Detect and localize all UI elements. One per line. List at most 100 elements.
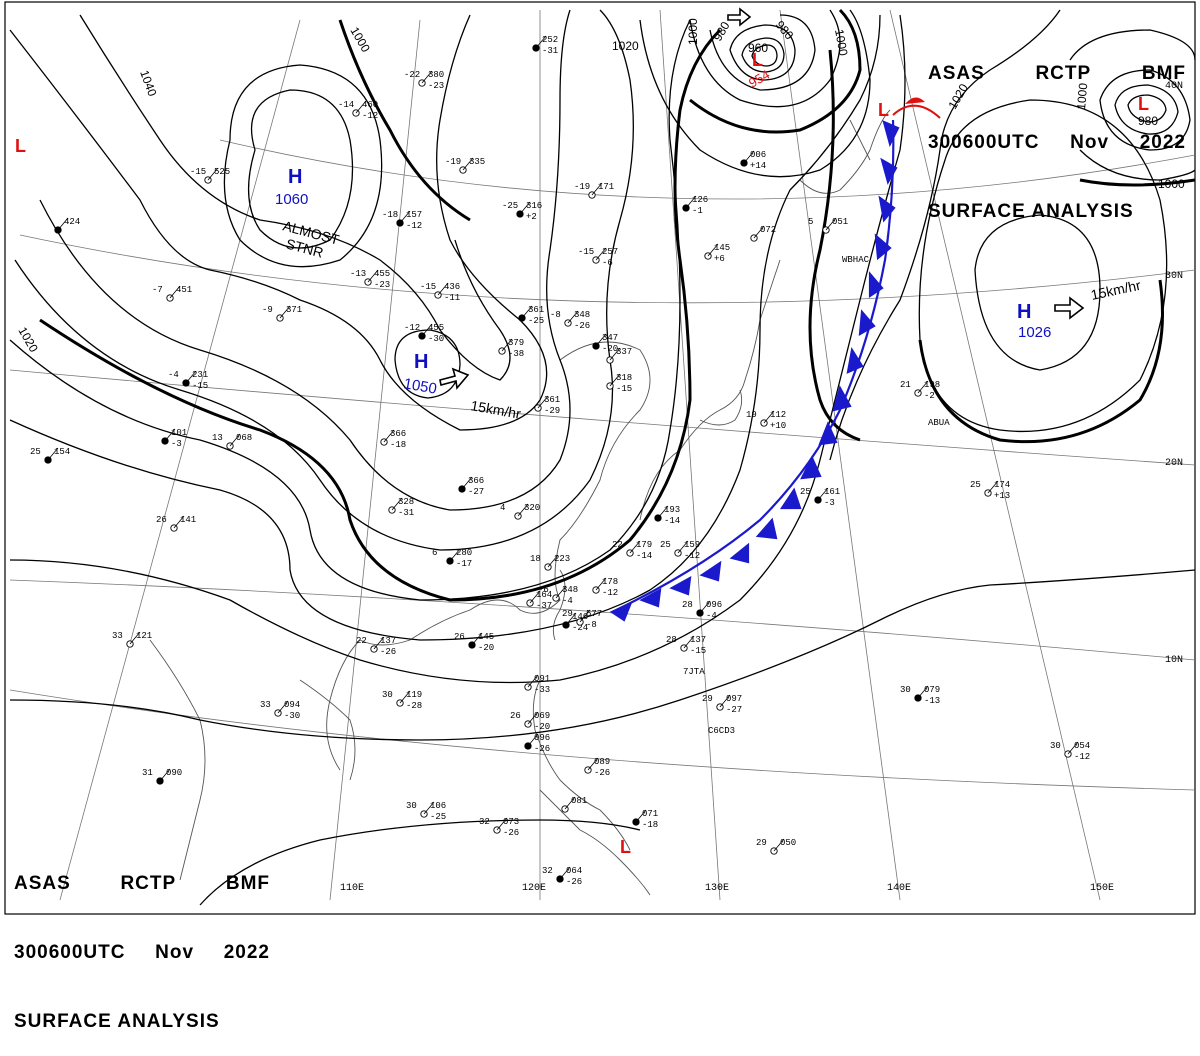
map-header-top-right: ASAS RCTP BMF 300600UTC Nov 2022 SURFACE… [928,16,1186,246]
wind-barb [399,690,411,704]
wind-barb [763,410,775,424]
station-pressure: 379 [508,338,524,348]
station-pressure: 081 [571,796,587,806]
wind-barb [609,347,621,361]
station-pressure: 050 [780,838,796,848]
high-symbol: H [414,351,428,373]
station-tendency: -1 [692,206,703,216]
station-temperature: 30 [382,690,393,700]
wind-barb [595,577,607,591]
wind-barb [47,447,59,461]
station-model: 32 064-26 [542,866,582,887]
wind-barb [129,631,141,645]
station-temperature: 25 [970,480,981,490]
wind-barb [917,380,929,394]
ship-label: ABUA [928,418,950,428]
wind-barb [383,429,395,443]
low-symbol: L [878,100,889,120]
station-temperature: 33 [112,631,123,641]
warm-front [892,104,941,119]
station-pressure: 145 [478,632,494,642]
high-pressure-value: 1050 [402,375,438,398]
wind-barb [559,866,571,880]
station-model: 30 106-25 [406,801,446,822]
wind-barb [743,150,755,164]
station-pressure: 178 [602,577,618,587]
station-model: 22 137-26 [356,636,396,657]
station-pressure: 161 [824,487,840,497]
station-tendency: -8 [586,620,597,630]
wind-barb [685,195,697,209]
wind-barb [421,323,433,337]
station-temperature: 25 [30,447,41,457]
station-temperature: 4 [500,503,505,513]
wind-barb [207,167,219,181]
station-pressure: 231 [192,370,208,380]
wind-barb [173,515,185,529]
station-model: 091-33 [524,674,550,695]
station-tendency: -30 [428,334,444,344]
wind-barb [496,817,508,831]
station-model: 21 198-2 [900,380,940,401]
map-header-bottom-left: ASAS RCTP BMF 300600UTC Nov 2022 SURFACE… [14,826,270,1056]
station-temperature: 30 [406,801,417,811]
station-temperature: 30 [1050,741,1061,751]
station-tendency: +14 [750,161,766,171]
ship-labels: WBHAC ABUA 7JTA C6CD3 [683,255,950,736]
isobars [9,9,1196,906]
wind-barb [1067,741,1079,755]
station-tendency: -15 [690,646,706,656]
station-model: -6 348-4 [538,585,578,606]
wind-barb [825,217,837,231]
station-pressure: 112 [770,410,786,420]
station-model: 424 [54,217,80,234]
wind-barb [537,395,549,409]
station-model: -19 335 [445,157,485,174]
station-pressure: 069 [534,711,550,721]
station-temperature: -19 [574,182,590,192]
wind-barb [555,585,567,599]
station-model: 361-29 [534,395,560,416]
station-model: 089-26 [584,757,610,778]
station-temperature: -18 [382,210,398,220]
station-model: 081 [561,796,587,813]
station-temperature: -9 [262,305,273,315]
station-pressure: 525 [214,167,230,177]
station-model: 379-38 [498,338,524,359]
wind-barb [367,269,379,283]
station-tendency: -20 [534,722,550,732]
station-model: 328-31 [388,497,414,518]
station-model: -9 371 [262,305,302,322]
station-pressure: 348 [574,310,590,320]
station-tendency: -26 [380,647,396,657]
wind-barb [587,757,599,771]
station-tendency: -26 [566,877,582,887]
wind-barb [437,282,449,296]
header-month: Nov [155,942,195,963]
station-model: -4 231-15 [168,370,208,391]
station-model: 25 174+13 [970,480,1010,501]
station-model: 18 223 [530,554,570,571]
station-pressure: 159 [684,540,700,550]
station-tendency: -37 [536,601,552,611]
longitude-label: 130E [705,883,729,894]
station-model: 252-31 [532,35,558,56]
wind-barb [449,548,461,562]
wind-barb [229,433,241,447]
station-tendency: -25 [528,316,544,326]
station-model: -22 380-23 [404,70,444,91]
station-temperature: -14 [338,100,354,110]
station-temperature: -6 [538,585,549,595]
station-tendency: +6 [714,254,725,264]
warm-front-semicircle [905,97,925,104]
station-tendency: -11 [444,293,460,303]
station-model: -7 451 [152,285,192,302]
station-temperature: -13 [350,269,366,279]
station-model: 4 320 [500,503,540,520]
wind-barb [753,225,765,239]
station-temperature: 28 [682,600,693,610]
station-model: -15 436-11 [420,282,460,303]
wind-barb [462,157,474,171]
station-model: 347-20 [592,333,618,354]
header-station: RCTP [1035,63,1092,84]
